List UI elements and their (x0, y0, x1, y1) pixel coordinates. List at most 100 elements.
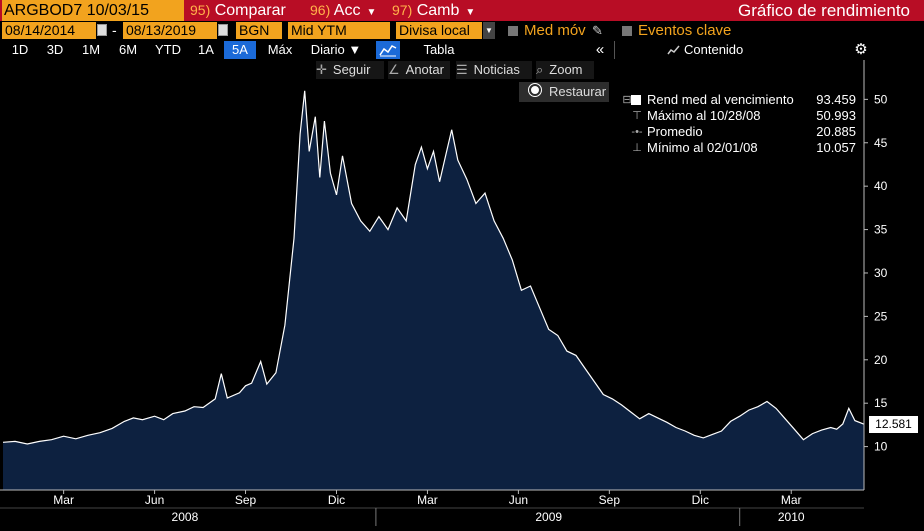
legend-value: 50.993 (816, 108, 856, 123)
compare-label: Comparar (214, 2, 286, 19)
legend: ⊟ Rend med al vencimiento 93.459 ⊤ Máxim… (617, 88, 862, 160)
period-5a[interactable]: 5A (224, 41, 256, 59)
x-tick-label: Dic (692, 493, 709, 507)
last-value-tag: 12.581 (869, 416, 918, 433)
start-date-field[interactable]: 08/14/2014 (2, 22, 96, 39)
line-chart-icon[interactable] (376, 41, 400, 59)
legend-label: Mínimo al 02/01/08 (647, 140, 758, 155)
yield-chart[interactable]: 10 15 20 25 30 35 40 45 50 Mar Jun Sep Dic Mar Jun Sep… (0, 60, 924, 531)
zoom-label: Zoom (549, 62, 583, 77)
end-calendar-icon[interactable] (218, 24, 228, 36)
x-tick-label: Sep (599, 493, 621, 507)
table-tab[interactable]: Tabla (423, 42, 455, 57)
currency-select[interactable]: Divisa local (396, 22, 482, 39)
caret-down-icon: ▼ (465, 7, 476, 18)
legend-row-max: ⊤ Máximo al 10/28/08 50.993 (617, 108, 862, 124)
news-button[interactable]: ☰ Noticias (456, 61, 532, 79)
date-separator: - (112, 22, 117, 38)
content-chart-icon (664, 41, 684, 59)
yield-field[interactable]: Mid YTM (288, 22, 390, 39)
y-tick-label: 25 (874, 309, 888, 323)
zoom-icon: ⌕ (536, 62, 544, 77)
key-events-checkbox[interactable] (622, 26, 632, 36)
actions-number: 96) (310, 2, 331, 18)
legend-label: Rend med al vencimiento (647, 92, 794, 107)
compare-button[interactable]: 95) Comparar (190, 0, 286, 21)
legend-label: Máximo al 10/28/08 (647, 108, 761, 123)
x-tick-label: Mar (781, 493, 802, 507)
period-max[interactable]: Máx (267, 42, 293, 57)
x-tick-label: Dic (328, 493, 345, 507)
actions-menu-button[interactable]: 96) Acc ▼ (310, 0, 376, 21)
min-marker-icon: ⊥ (632, 142, 642, 154)
y-tick-label: 30 (874, 266, 888, 280)
y-tick-label: 45 (874, 136, 888, 150)
zoom-button[interactable]: ⌕ Zoom (536, 61, 594, 79)
follow-button[interactable]: ✛ Seguir (316, 61, 384, 79)
y-tick-label: 35 (874, 223, 888, 237)
change-label: Camb (416, 2, 460, 19)
restore-button[interactable]: Restaurar (519, 82, 609, 102)
series-color-swatch (631, 95, 641, 105)
legend-row-min: ⊥ Mínimo al 02/01/08 10.057 (617, 140, 862, 156)
period-6m[interactable]: 6M (118, 42, 138, 57)
title-bar (0, 0, 924, 21)
annotate-button[interactable]: ∠ Anotar (388, 61, 450, 79)
key-events-label: Eventos clave (638, 22, 732, 39)
period-3d[interactable]: 3D (46, 42, 64, 57)
source-field[interactable]: BGN (236, 22, 282, 39)
caret-down-icon: ▼ (366, 7, 377, 18)
x-tick-label: Sep (235, 493, 257, 507)
x-year-label: 2008 (172, 510, 199, 524)
divider (614, 41, 615, 59)
yield-area (3, 90, 864, 491)
y-tick-label: 15 (874, 396, 888, 410)
collapse-icon[interactable]: « (595, 41, 605, 58)
news-icon: ☰ (456, 62, 468, 77)
legend-row-yield: ⊟ Rend med al vencimiento 93.459 (617, 92, 862, 108)
period-1m[interactable]: 1M (81, 42, 101, 57)
y-tick-label: 10 (874, 440, 888, 454)
frequency-dropdown[interactable]: Diario ▼ (310, 42, 362, 57)
actions-label: Acc (333, 2, 361, 19)
legend-label: Promedio (647, 124, 703, 139)
gear-icon[interactable]: ⚙ (854, 41, 868, 58)
period-ytd[interactable]: YTD (155, 42, 181, 57)
moving-avg-checkbox[interactable] (508, 26, 518, 36)
tree-toggle-icon: ⊟ (622, 94, 632, 106)
restore-icon (529, 84, 541, 96)
x-tick-label: Jun (509, 493, 528, 507)
change-number: 97) (392, 2, 413, 18)
security-ticker-field[interactable]: ARGBOD7 10/03/15 (2, 0, 184, 21)
change-menu-button[interactable]: 97) Camb ▼ (392, 0, 475, 21)
x-tick-label: Jun (145, 493, 164, 507)
legend-value: 10.057 (816, 140, 856, 155)
follow-label: Seguir (332, 62, 371, 77)
period-1a[interactable]: 1A (198, 42, 214, 57)
x-year-label: 2010 (778, 510, 805, 524)
x-year-label: 2009 (535, 510, 562, 524)
restore-label: Restaurar (549, 84, 607, 99)
y-tick-label: 50 (874, 92, 888, 106)
legend-value: 20.885 (816, 124, 856, 139)
legend-row-avg: -•- Promedio 20.885 (617, 124, 862, 140)
content-button[interactable]: Contenido (684, 42, 744, 57)
x-tick-label: Mar (417, 493, 438, 507)
y-tick-label: 20 (874, 353, 888, 367)
y-tick-label: 40 (874, 179, 888, 193)
annotate-icon: ∠ (388, 62, 400, 77)
legend-value: 93.459 (816, 92, 856, 107)
period-1d[interactable]: 1D (11, 42, 29, 57)
pencil-icon[interactable]: ✎ (592, 23, 603, 38)
start-calendar-icon[interactable] (97, 24, 107, 36)
moving-avg-label: Med móv (524, 22, 586, 39)
page-title: Gráfico de rendimiento (738, 1, 910, 20)
annotate-label: Anotar (405, 62, 444, 77)
max-marker-icon: ⊤ (632, 110, 642, 122)
news-label: Noticias (473, 62, 520, 77)
currency-dropdown-icon[interactable]: ▼ (483, 22, 495, 39)
end-date-field[interactable]: 08/13/2019 (123, 22, 217, 39)
yield-line (2, 90, 865, 445)
compare-number: 95) (190, 2, 211, 18)
crosshair-icon: ✛ (316, 62, 327, 77)
